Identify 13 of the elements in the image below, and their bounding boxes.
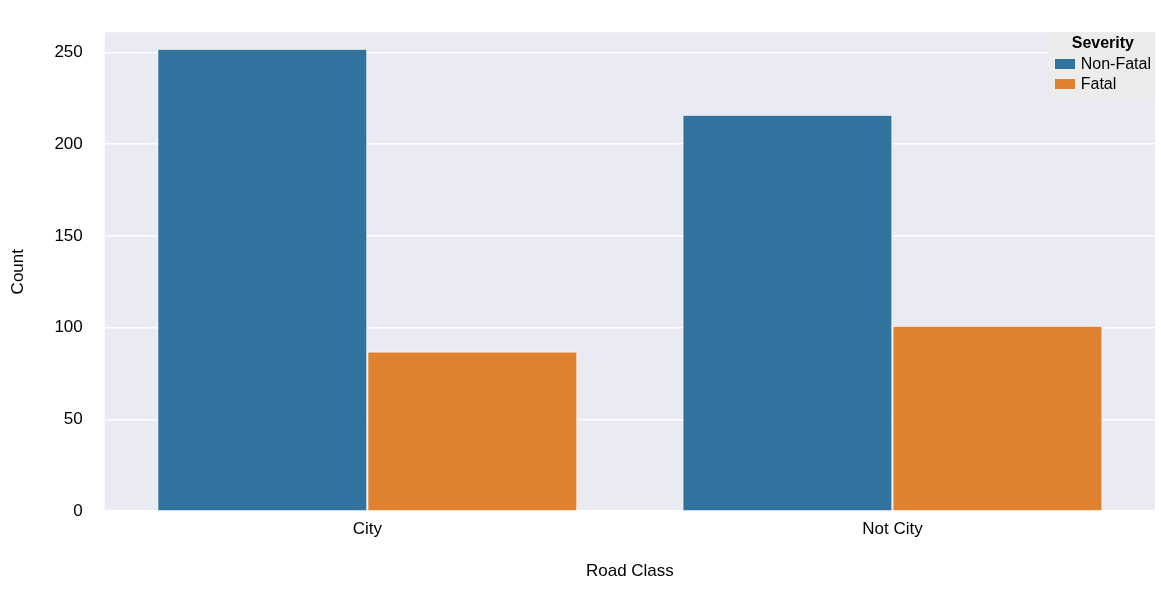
y-tick-label: 150: [54, 225, 83, 245]
x-tick-label: City: [352, 519, 383, 539]
y-tick-label: 50: [63, 409, 83, 429]
y-tick-label: 250: [54, 42, 83, 62]
y-tick-label: 100: [54, 317, 83, 337]
legend-label: Non-Fatal: [1080, 54, 1151, 75]
y-tick-label: 0: [73, 500, 83, 520]
legend-label: Fatal: [1080, 74, 1117, 95]
x-axis-title: Road Class: [585, 561, 674, 581]
legend-title: Severity: [1070, 34, 1135, 53]
y-tick-label: 200: [54, 133, 83, 153]
x-tick-label: Not City: [862, 519, 924, 539]
y-axis-title: Count: [7, 248, 27, 295]
